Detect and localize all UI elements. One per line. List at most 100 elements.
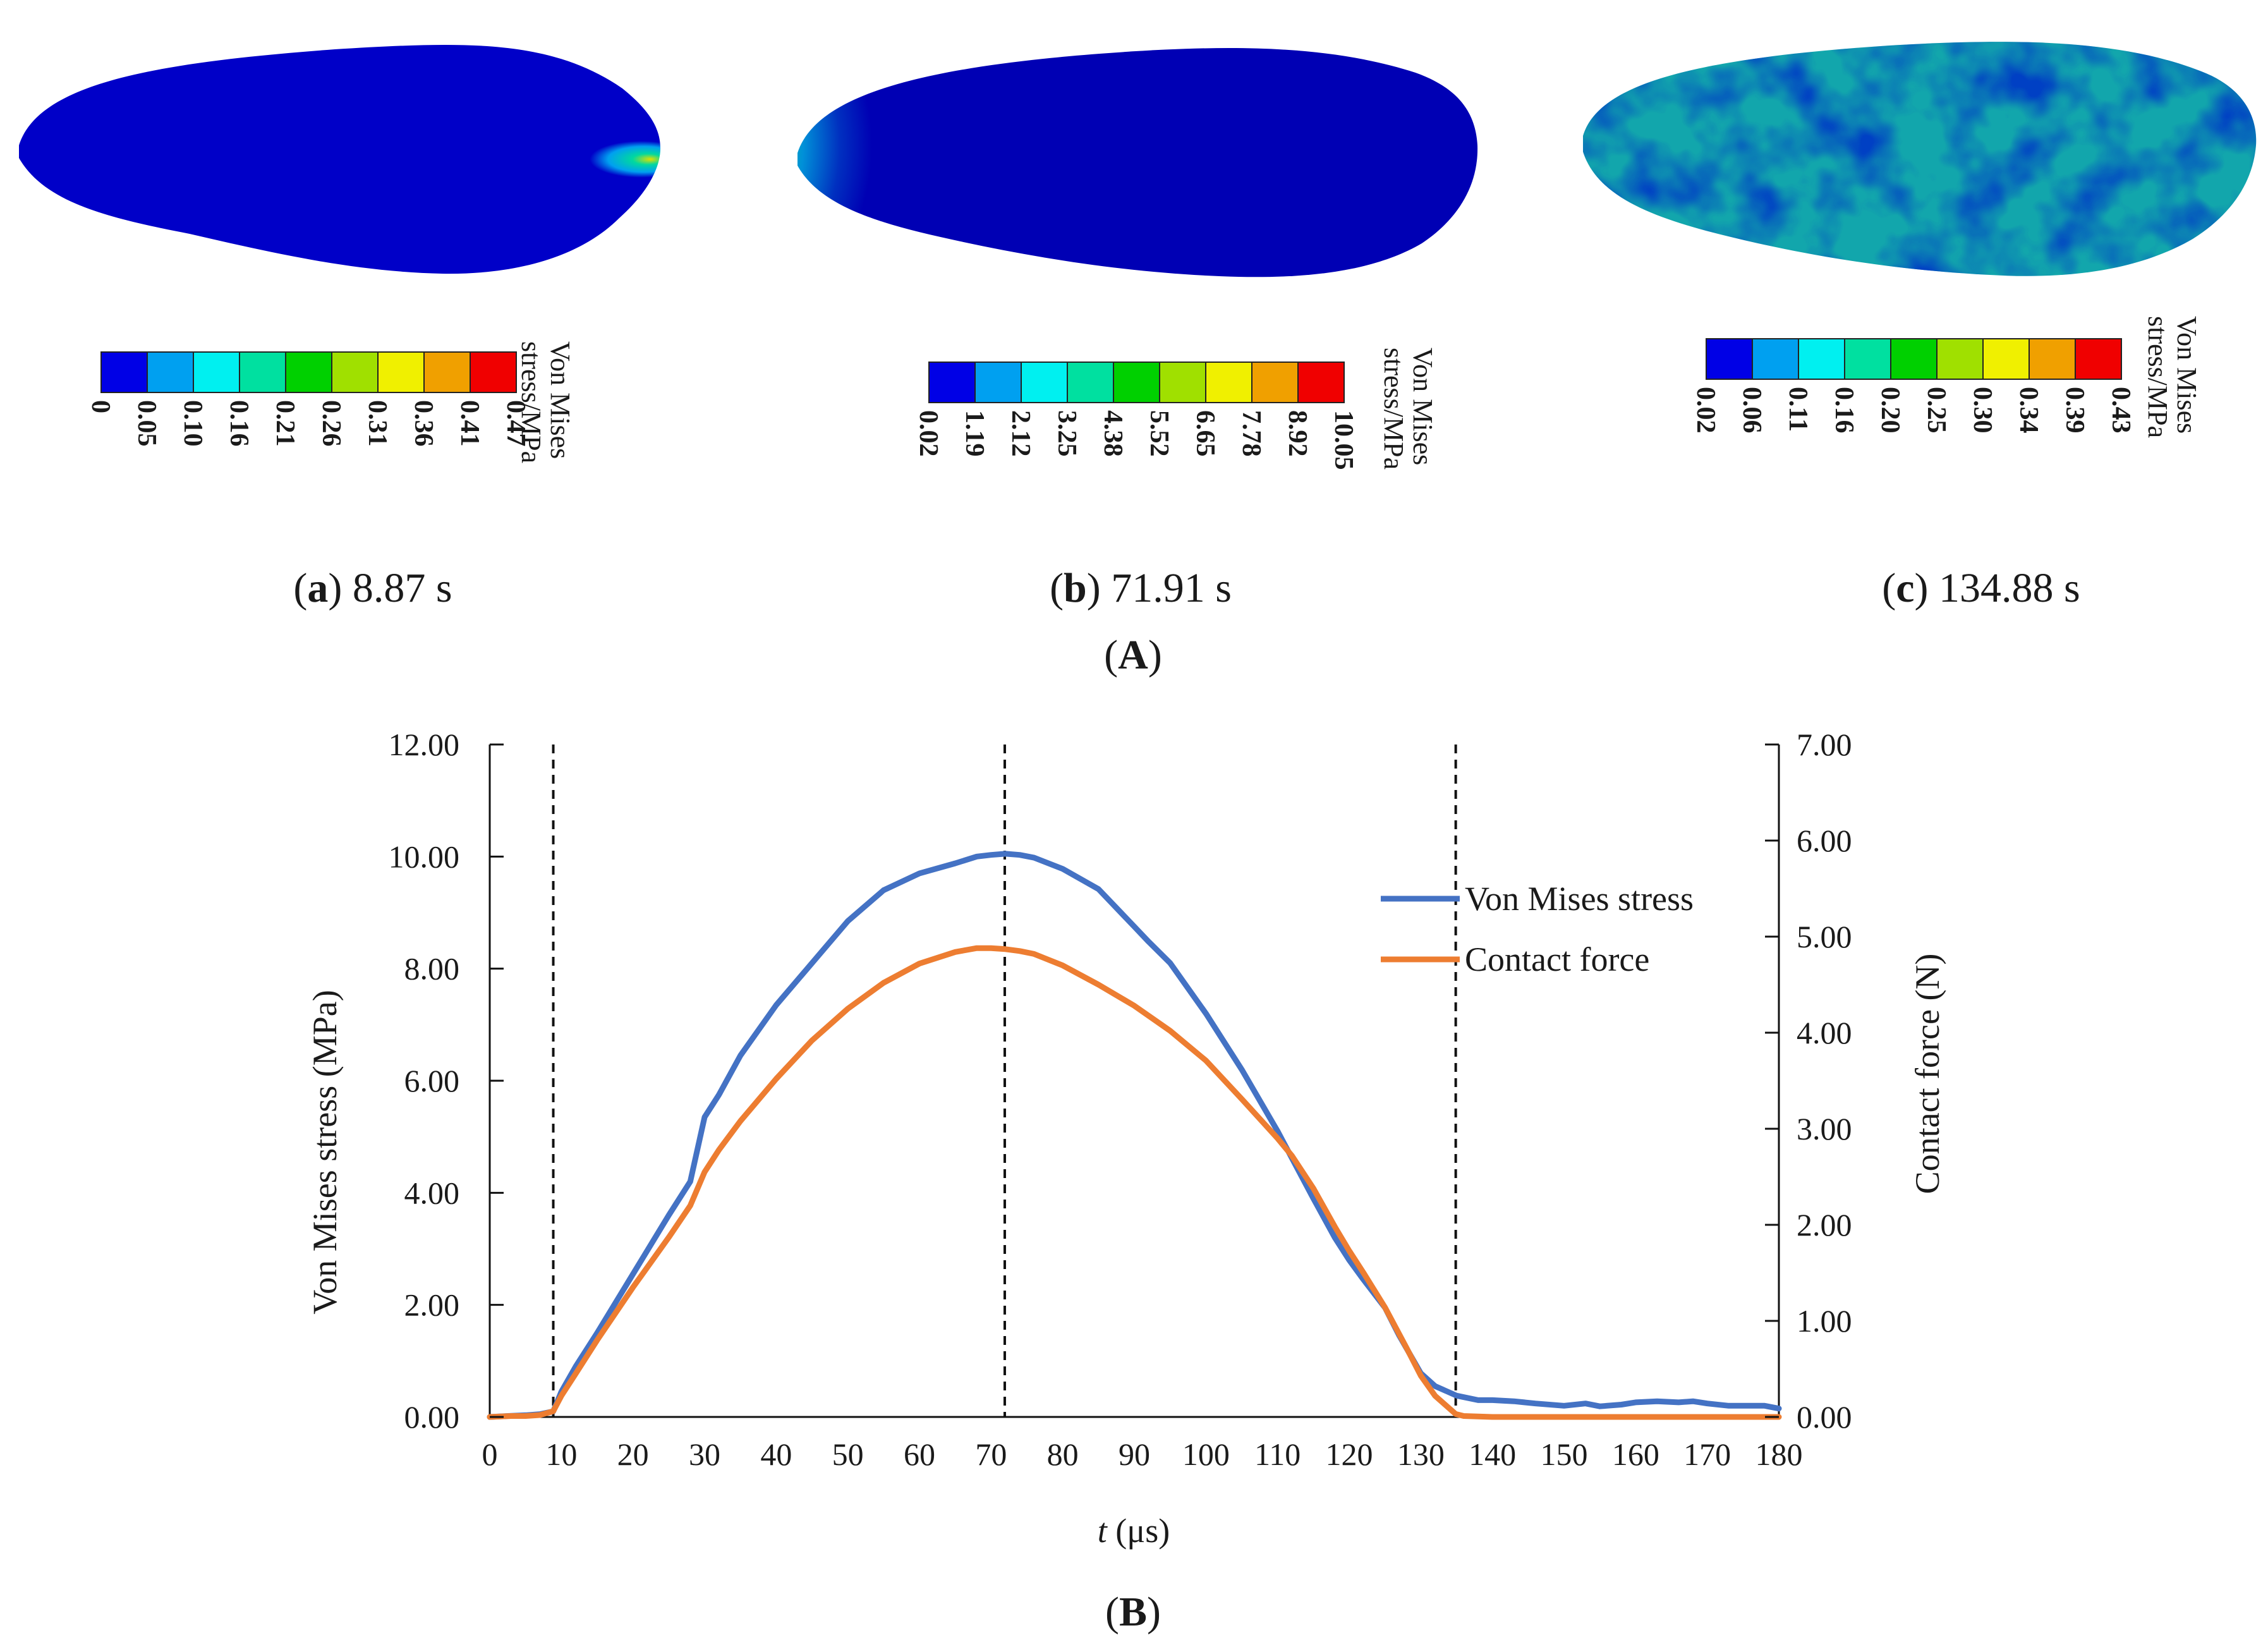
subplot-b: 0.02 1.19 2.12 3.25 4.38 5.52 6.65 7.78 8.92 10.0… [797, 48, 1478, 611]
y-axis-label: Von Mises stress (MPa) [306, 990, 344, 1315]
colorbar-c-title-line1: Von Mises [2171, 316, 2202, 434]
y2-tick-label-5: 5.00 [1797, 919, 1852, 954]
y2-tick-label-1: 1.00 [1797, 1303, 1852, 1339]
colorbar-b-tick-8: 8.92 [1283, 410, 1312, 457]
specimen-b-contour [797, 48, 1478, 277]
colorbar-b-cell-6 [1205, 362, 1252, 403]
caption-a-letter: a [307, 565, 328, 611]
y2-tick-label-6: 6.00 [1797, 823, 1852, 858]
x-tick-label-12: 120 [1326, 1437, 1373, 1472]
specimen-a-contour [19, 44, 660, 274]
colorbar-b-tick-7: 7.78 [1237, 410, 1266, 457]
panel-b-chart: 0 10 20 30 40 50 60 70 80 90 100 110 120 130 140 150 160… [306, 727, 1946, 1635]
caption-b-time: 71.91 s [1111, 565, 1232, 611]
x-tick-label-16: 160 [1612, 1437, 1659, 1472]
x-tick-label-8: 80 [1047, 1437, 1079, 1472]
colorbar-c-cell-8 [2075, 338, 2122, 380]
x-tick-label-13: 130 [1397, 1437, 1445, 1472]
panel-a-label: (A) [1104, 632, 1162, 678]
caption-c-time: 134.88 s [1939, 565, 2080, 611]
series-line-von-mises-stress [487, 851, 1782, 1420]
colorbar-a-cell-3 [239, 351, 286, 393]
colorbar-a-tick-4: 0.21 [270, 400, 300, 447]
colorbar-c-tick-1: 0.06 [1737, 387, 1766, 434]
colorbar-c-ticks: 0.02 0.06 0.11 0.16 0.20 0.25 0.30 0.34 0.39 0.43 [1691, 387, 2135, 434]
colorbar-c-cell-4 [1890, 338, 1938, 380]
colorbar-c-cell-2 [1798, 338, 1845, 380]
colorbar-c-tick-7: 0.34 [2014, 387, 2043, 434]
colorbar-b: 0.02 1.19 2.12 3.25 4.38 5.52 6.65 7.78 8.92 10.0… [914, 362, 1358, 470]
x-tick-label-17: 170 [1683, 1437, 1731, 1472]
caption-a-time: 8.87 s [353, 565, 452, 611]
x-tick-label-7: 70 [975, 1437, 1007, 1472]
colorbar-c-cell-0 [1706, 338, 1753, 380]
plot-frame [488, 744, 1780, 1418]
x-tick-label-3: 30 [689, 1437, 720, 1472]
colorbar-a-cells [100, 351, 517, 393]
legend-label-force: Contact force [1465, 940, 1649, 978]
x-tick-label-14: 140 [1469, 1437, 1516, 1472]
colorbar-c-cell-7 [2028, 338, 2076, 380]
y-axis-ticks: 0.00 2.00 4.00 6.00 8.00 10.00 12.00 [389, 727, 504, 1435]
y-tick-label-1: 2.00 [404, 1287, 460, 1323]
legend: Von Mises stress Contact force [1381, 880, 1694, 978]
caption-c-letter: c [1896, 565, 1914, 611]
x-tick-label-1: 10 [545, 1437, 577, 1472]
colorbar-a-cell-7 [423, 351, 471, 393]
colorbar-b-cell-3 [1067, 362, 1114, 403]
colorbar-b-tick-6: 6.65 [1191, 410, 1220, 457]
panel-b-label: (B) [1105, 1589, 1161, 1635]
series-lines [487, 851, 1782, 1420]
colorbar-a-tick-9: 0.47 [501, 400, 530, 447]
colorbar-c: 0.02 0.06 0.11 0.16 0.20 0.25 0.30 0.34 0.39 0.43 [1691, 338, 2135, 434]
colorbar-a-tick-8: 0.41 [455, 400, 484, 447]
y-tick-label-5: 10.00 [389, 839, 460, 874]
colorbar-c-cell-5 [1936, 338, 1984, 380]
x-tick-label-9: 90 [1119, 1437, 1150, 1472]
legend-label-stress: Von Mises stress [1465, 880, 1694, 918]
colorbar-c-tick-8: 0.39 [2060, 387, 2089, 434]
colorbar-c-tick-3: 0.16 [1829, 387, 1859, 434]
colorbar-b-tick-3: 3.25 [1052, 410, 1081, 457]
caption-b: (b) 71.91 s [1050, 565, 1232, 611]
colorbar-c-tick-9: 0.43 [2106, 387, 2135, 434]
colorbar-b-tick-5: 5.52 [1144, 410, 1173, 457]
x-tick-label-5: 50 [832, 1437, 864, 1472]
colorbar-c-tick-2: 0.11 [1783, 387, 1812, 432]
colorbar-c-cell-6 [1982, 338, 2030, 380]
colorbar-c-cells [1706, 338, 2122, 380]
x-tick-label-0: 0 [482, 1437, 498, 1472]
caption-a: (a) 8.87 s [293, 565, 452, 611]
colorbar-b-cell-0 [928, 362, 976, 403]
colorbar-b-cell-5 [1159, 362, 1206, 403]
event-lines [552, 744, 1457, 1417]
colorbar-a-cell-6 [377, 351, 425, 393]
y2-tick-label-2: 2.00 [1797, 1207, 1852, 1243]
colorbar-b-tick-0: 0.02 [914, 410, 943, 457]
colorbar-b-cell-8 [1297, 362, 1345, 403]
colorbar-a-tick-6: 0.31 [363, 400, 392, 447]
colorbar-c-tick-6: 0.30 [1968, 387, 1997, 434]
x-tick-label-10: 100 [1182, 1437, 1230, 1472]
caption-b-letter: b [1064, 565, 1087, 611]
colorbar-a-ticks: 0 0.05 0.10 0.16 0.21 0.26 0.31 0.36 0.41 0.47 [86, 400, 530, 447]
colorbar-b-cell-4 [1113, 362, 1160, 403]
colorbar-a-title-line2: stress/MPa [516, 341, 547, 463]
subplot-a: 0 0.05 0.10 0.16 0.21 0.26 0.31 0.36 0.41 0.47 Vo… [19, 44, 660, 611]
caption-c: (c) 134.88 s [1882, 565, 2080, 611]
colorbar-b-ticks: 0.02 1.19 2.12 3.25 4.38 5.52 6.65 7.78 8.92 10.0… [914, 410, 1358, 470]
colorbar-a-cell-8 [470, 351, 517, 393]
colorbar-a-tick-3: 0.16 [224, 400, 253, 447]
y-tick-label-4: 8.00 [404, 951, 460, 987]
x-tick-label-15: 150 [1541, 1437, 1588, 1472]
colorbar-b-tick-4: 4.38 [1098, 410, 1127, 457]
colorbar-a-cell-5 [331, 351, 379, 393]
x-tick-label-2: 20 [617, 1437, 649, 1472]
colorbar-c-tick-4: 0.20 [1876, 387, 1905, 434]
colorbar-a-tick-1: 0.05 [132, 400, 161, 447]
colorbar-a-tick-2: 0.10 [178, 400, 207, 447]
x-tick-label-18: 180 [1756, 1437, 1803, 1472]
panel-a: 0 0.05 0.10 0.16 0.21 0.26 0.31 0.36 0.41 0.47 Vo… [19, 42, 2257, 678]
specimen-c-mottling [1583, 42, 2257, 276]
